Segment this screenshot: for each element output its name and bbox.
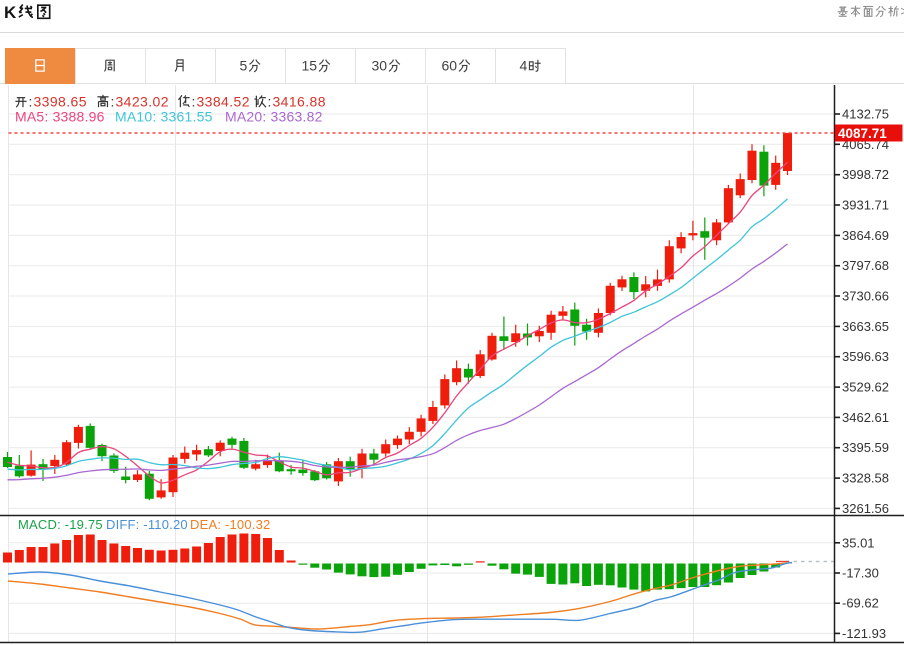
svg-text:3395.59: 3395.59: [842, 440, 889, 455]
svg-text:-121.93: -121.93: [842, 626, 886, 641]
svg-text:3261.56: 3261.56: [842, 501, 889, 516]
svg-text::: :: [29, 94, 33, 110]
svg-text:5: 5: [240, 58, 248, 74]
svg-text:3931.71: 3931.71: [842, 198, 889, 213]
svg-text:>: >: [901, 5, 904, 19]
svg-text:3797.68: 3797.68: [842, 258, 889, 273]
svg-text:DIFF: -110.20: DIFF: -110.20: [106, 517, 188, 532]
svg-text:4: 4: [520, 58, 528, 74]
svg-text:-17.30: -17.30: [842, 566, 879, 581]
svg-text:3864.69: 3864.69: [842, 228, 889, 243]
svg-text:3423.02: 3423.02: [116, 94, 169, 110]
svg-text::: :: [192, 94, 196, 110]
svg-text:-69.62: -69.62: [842, 596, 879, 611]
svg-text:DEA: -100.32: DEA: -100.32: [190, 517, 270, 532]
svg-text:3416.88: 3416.88: [273, 94, 326, 110]
svg-text:3730.66: 3730.66: [842, 289, 889, 304]
svg-text:30: 30: [372, 58, 388, 74]
svg-text:3998.72: 3998.72: [842, 167, 889, 182]
svg-text:15: 15: [302, 58, 318, 74]
svg-text::: :: [268, 94, 272, 110]
svg-text:MA10: 3361.55: MA10: 3361.55: [115, 109, 213, 125]
svg-text:3663.65: 3663.65: [842, 319, 889, 334]
svg-text:K: K: [4, 3, 17, 22]
svg-text:3328.58: 3328.58: [842, 471, 889, 486]
svg-text::: :: [111, 94, 115, 110]
svg-text:3529.62: 3529.62: [842, 380, 889, 395]
svg-text:35.01: 35.01: [842, 535, 875, 550]
svg-text:3384.52: 3384.52: [197, 94, 250, 110]
svg-text:4087.71: 4087.71: [838, 126, 887, 141]
svg-text:MA20: 3363.82: MA20: 3363.82: [225, 109, 323, 125]
svg-text:MACD: -19.75: MACD: -19.75: [18, 517, 103, 532]
svg-text:MA5: 3388.96: MA5: 3388.96: [15, 109, 105, 125]
svg-text:3596.63: 3596.63: [842, 349, 889, 364]
svg-text:3398.65: 3398.65: [34, 94, 87, 110]
svg-text:4132.75: 4132.75: [842, 107, 889, 122]
svg-text:60: 60: [442, 58, 458, 74]
svg-text:3462.61: 3462.61: [842, 410, 889, 425]
